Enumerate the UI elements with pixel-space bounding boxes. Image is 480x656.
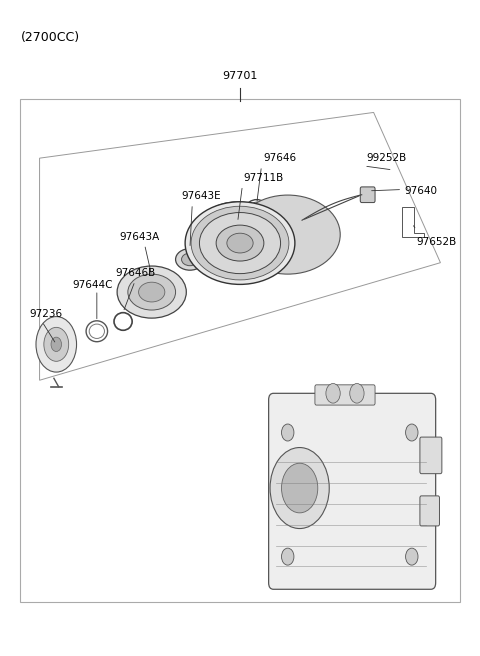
Ellipse shape xyxy=(221,220,254,246)
Ellipse shape xyxy=(51,337,61,352)
Circle shape xyxy=(350,384,364,403)
Circle shape xyxy=(281,424,294,441)
FancyBboxPatch shape xyxy=(420,496,440,526)
Ellipse shape xyxy=(246,246,255,255)
Text: 99252B: 99252B xyxy=(366,153,407,163)
Ellipse shape xyxy=(220,212,229,220)
Ellipse shape xyxy=(191,206,289,280)
Circle shape xyxy=(326,384,340,403)
Ellipse shape xyxy=(176,249,204,270)
Ellipse shape xyxy=(196,202,279,265)
Ellipse shape xyxy=(207,229,216,237)
Text: 97236: 97236 xyxy=(29,309,62,319)
Ellipse shape xyxy=(128,274,176,310)
Text: (2700CC): (2700CC) xyxy=(21,31,80,44)
Ellipse shape xyxy=(260,229,268,237)
Circle shape xyxy=(281,548,294,565)
Text: 97644C: 97644C xyxy=(72,280,112,290)
Ellipse shape xyxy=(235,195,340,274)
Text: 97711B: 97711B xyxy=(244,173,284,183)
Circle shape xyxy=(406,548,418,565)
Text: 97643A: 97643A xyxy=(120,232,160,242)
FancyBboxPatch shape xyxy=(269,394,436,589)
Ellipse shape xyxy=(230,228,245,239)
Ellipse shape xyxy=(117,266,186,318)
Ellipse shape xyxy=(185,202,295,285)
FancyBboxPatch shape xyxy=(420,437,442,474)
Ellipse shape xyxy=(227,233,253,253)
Circle shape xyxy=(406,424,418,441)
Ellipse shape xyxy=(181,253,198,266)
Ellipse shape xyxy=(44,327,69,361)
Text: 97643E: 97643E xyxy=(182,192,221,201)
Ellipse shape xyxy=(36,317,76,372)
Ellipse shape xyxy=(246,212,255,220)
FancyBboxPatch shape xyxy=(360,187,375,203)
Text: 97646B: 97646B xyxy=(115,268,155,278)
Circle shape xyxy=(270,447,329,529)
Text: 97646: 97646 xyxy=(263,154,296,163)
Text: 97701: 97701 xyxy=(222,71,258,81)
Text: 97640: 97640 xyxy=(405,186,438,196)
Circle shape xyxy=(281,463,318,513)
Ellipse shape xyxy=(199,213,281,274)
Text: 97652B: 97652B xyxy=(417,237,457,247)
FancyBboxPatch shape xyxy=(315,385,375,405)
Ellipse shape xyxy=(139,282,165,302)
Ellipse shape xyxy=(220,246,229,255)
Ellipse shape xyxy=(216,225,264,261)
